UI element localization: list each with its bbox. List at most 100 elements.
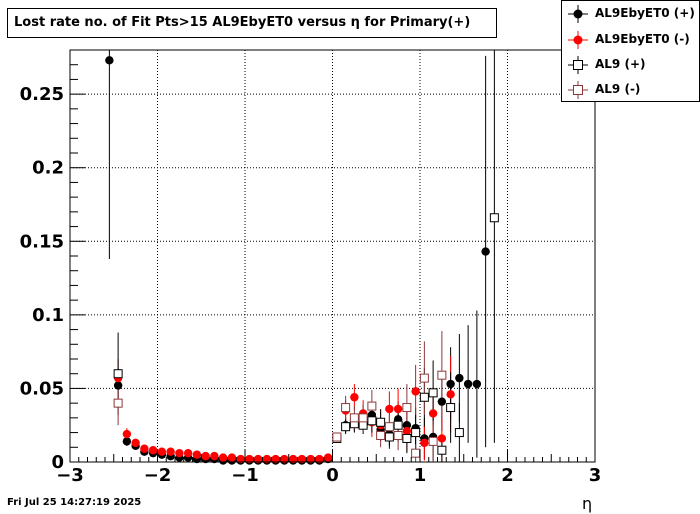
data-point bbox=[218, 453, 228, 462]
x-tick-label: 1 bbox=[414, 465, 427, 486]
data-point bbox=[428, 409, 438, 418]
data-point bbox=[113, 381, 123, 390]
data-point bbox=[140, 444, 149, 453]
data-point bbox=[367, 401, 377, 411]
data-point bbox=[428, 436, 438, 446]
data-point bbox=[201, 451, 210, 461]
data-point bbox=[411, 428, 421, 438]
legend: AL9EbyET0 (+) AL9EbyET0 (-) AL9 (+) AL9 … bbox=[561, 0, 700, 102]
y-tick-label: 0 bbox=[51, 452, 64, 473]
data-point bbox=[420, 438, 429, 448]
legend-item-al9ebyet0-plus: AL9EbyET0 (+) bbox=[562, 2, 700, 26]
data-point bbox=[446, 403, 456, 413]
data-point bbox=[271, 454, 280, 464]
data-point bbox=[376, 431, 386, 441]
data-point bbox=[253, 454, 263, 464]
grid-lines bbox=[70, 50, 595, 462]
data-point bbox=[489, 213, 499, 223]
data-point bbox=[385, 404, 394, 414]
data-point bbox=[236, 454, 245, 464]
x-axis-label: η bbox=[582, 494, 593, 513]
axis-ticks: −3 −2 −1 0 1 2 3 0 0.05 0.1 0.15 0.2 0.25 bbox=[20, 49, 602, 486]
legend-label: AL9EbyET0 (+) bbox=[595, 6, 695, 20]
data-point bbox=[358, 413, 368, 423]
data-point bbox=[384, 432, 394, 442]
data-point bbox=[411, 387, 420, 396]
data-point bbox=[437, 445, 447, 455]
x-tick-label: 3 bbox=[589, 465, 602, 486]
chart-title: Lost rate no. of Fit Pts>15 AL9EbyET0 ve… bbox=[7, 8, 497, 38]
data-points bbox=[105, 56, 499, 465]
data-point bbox=[245, 454, 254, 464]
data-point bbox=[393, 420, 403, 430]
data-point bbox=[446, 379, 455, 389]
data-point bbox=[437, 397, 447, 406]
y-tick-label: 0.2 bbox=[32, 158, 64, 179]
data-point bbox=[393, 404, 403, 414]
data-point bbox=[122, 429, 132, 439]
data-point bbox=[367, 416, 377, 426]
data-point bbox=[349, 413, 359, 423]
data-point bbox=[166, 447, 175, 456]
data-point bbox=[113, 369, 123, 379]
y-tick-label: 0.05 bbox=[20, 378, 64, 399]
legend-marker-open-square-black bbox=[568, 56, 588, 74]
data-point bbox=[402, 433, 412, 443]
data-point bbox=[341, 422, 351, 432]
data-point bbox=[446, 390, 455, 399]
data-point bbox=[315, 454, 324, 464]
data-point bbox=[332, 432, 342, 442]
x-tick-label: 2 bbox=[501, 465, 514, 486]
data-point bbox=[384, 422, 394, 432]
legend-marker-filled-circle-black bbox=[568, 5, 588, 23]
data-point bbox=[358, 420, 368, 430]
plot-frame bbox=[69, 49, 596, 463]
data-point bbox=[306, 454, 315, 464]
data-point bbox=[402, 403, 412, 413]
x-tick-label: 0 bbox=[326, 465, 339, 486]
data-point bbox=[419, 392, 429, 402]
data-point bbox=[341, 403, 351, 413]
data-point bbox=[376, 417, 386, 427]
data-point bbox=[192, 450, 202, 459]
data-point bbox=[122, 437, 132, 446]
data-point bbox=[183, 448, 193, 458]
data-point bbox=[419, 373, 429, 383]
data-point bbox=[262, 454, 272, 464]
x-tick-label: −3 bbox=[56, 465, 84, 486]
data-point bbox=[157, 447, 167, 456]
data-point bbox=[175, 448, 184, 458]
legend-item-al9-minus: AL9 (-) bbox=[562, 78, 700, 102]
data-point bbox=[210, 451, 219, 461]
timestamp: Fri Jul 25 14:27:19 2025 bbox=[7, 497, 142, 508]
legend-marker-open-square-brown bbox=[568, 81, 588, 99]
y-tick-label: 0.25 bbox=[20, 84, 64, 105]
data-point bbox=[437, 434, 447, 443]
data-point bbox=[148, 446, 158, 455]
legend-label: AL9EbyET0 (-) bbox=[595, 32, 690, 46]
legend-item-al9ebyet0-minus: AL9EbyET0 (-) bbox=[562, 28, 700, 52]
data-point bbox=[454, 428, 464, 438]
y-tick-label: 0.1 bbox=[32, 305, 64, 326]
data-point bbox=[288, 454, 298, 464]
data-point bbox=[113, 398, 123, 408]
x-tick-label: −2 bbox=[144, 465, 172, 486]
data-point bbox=[393, 431, 403, 441]
data-point bbox=[131, 438, 140, 448]
data-point bbox=[472, 379, 482, 389]
legend-label: AL9 (+) bbox=[595, 57, 646, 71]
data-point bbox=[402, 421, 412, 430]
data-point bbox=[463, 379, 473, 389]
data-point bbox=[280, 454, 289, 464]
y-tick-label: 0.15 bbox=[20, 231, 64, 252]
data-point bbox=[402, 426, 412, 436]
data-point bbox=[227, 453, 237, 462]
data-point bbox=[105, 56, 114, 65]
legend-item-al9-plus: AL9 (+) bbox=[562, 53, 700, 77]
data-point bbox=[437, 370, 447, 380]
data-point bbox=[481, 247, 490, 256]
data-point bbox=[297, 454, 307, 464]
data-point bbox=[411, 448, 421, 458]
data-point bbox=[350, 393, 359, 402]
